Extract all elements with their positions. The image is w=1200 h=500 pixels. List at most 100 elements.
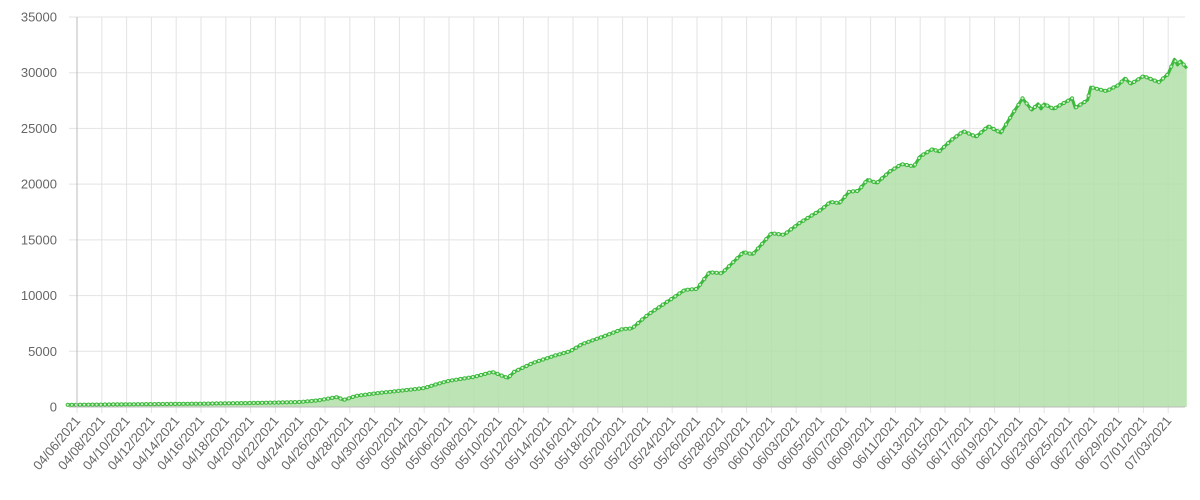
data-point [111, 402, 116, 407]
data-point [185, 401, 190, 406]
data-point [230, 401, 236, 406]
data-point [578, 343, 583, 348]
data-point [743, 250, 748, 255]
data-point [1024, 101, 1029, 106]
data-point [69, 402, 74, 407]
data-point [1028, 106, 1033, 111]
data-point [710, 270, 715, 275]
data-point [664, 299, 670, 304]
data-point [433, 382, 438, 387]
data-point [499, 373, 504, 378]
data-point [425, 385, 430, 390]
data-point [1144, 75, 1149, 80]
data-point [483, 371, 488, 376]
data-point [280, 400, 285, 405]
data-point [817, 208, 823, 213]
data-point [445, 379, 451, 384]
data-point [772, 231, 777, 236]
data-point [292, 400, 298, 405]
data-point [974, 133, 980, 138]
data-point [313, 398, 318, 403]
data-point [78, 402, 83, 407]
data-point [801, 218, 806, 223]
data-point [846, 189, 852, 194]
data-point [454, 377, 459, 382]
data-point [1107, 87, 1112, 92]
data-point [106, 402, 112, 407]
data-point [495, 371, 500, 376]
data-point [396, 388, 401, 393]
data-point [309, 398, 314, 404]
data-point [648, 310, 653, 316]
data-point [119, 402, 124, 407]
data-point [392, 389, 397, 394]
data-point [123, 402, 128, 407]
data-point [516, 367, 521, 372]
data-point [379, 390, 384, 395]
data-point [1032, 104, 1038, 110]
data-point [636, 321, 641, 326]
data-point [908, 163, 914, 168]
data-point [1086, 93, 1091, 98]
data-point [218, 401, 223, 406]
data-point [160, 401, 165, 407]
data-point [946, 141, 951, 146]
data-point [346, 396, 351, 401]
data-point [933, 148, 938, 153]
data-point [540, 357, 546, 362]
data-point [1181, 62, 1186, 67]
data-point [330, 395, 335, 400]
data-point [288, 400, 293, 405]
data-point [1049, 105, 1054, 110]
data-point [214, 401, 219, 406]
data-point [561, 351, 566, 356]
data-point [788, 227, 794, 232]
data-point [954, 134, 959, 139]
x-axis-ticks: 04/06/202104/08/202104/10/202104/12/2021… [30, 413, 1175, 472]
data-point [98, 402, 103, 407]
data-point [458, 376, 463, 382]
y-axis-ticks: 0 5000 10000 15000 20000 25000 30000 35000 [21, 10, 57, 415]
data-point [321, 397, 327, 402]
data-point [702, 277, 707, 282]
data-point [693, 286, 699, 292]
data-point [950, 137, 955, 142]
data-point [553, 353, 558, 358]
data-point [904, 162, 909, 168]
data-point [197, 401, 203, 406]
data-point [168, 401, 174, 406]
data-point [536, 358, 542, 363]
data-point [202, 401, 207, 406]
data-point [718, 271, 723, 276]
data-point [268, 400, 273, 405]
data-point [875, 180, 880, 185]
data-point [681, 288, 686, 293]
data-point [1165, 72, 1170, 77]
data-point [545, 356, 550, 361]
data-point [140, 402, 145, 407]
data-point [491, 370, 496, 375]
data-point [900, 162, 905, 167]
data-point [388, 389, 393, 394]
data-point [979, 130, 984, 135]
data-point [1065, 98, 1071, 103]
data-point [1123, 77, 1128, 82]
data-point [805, 215, 810, 221]
data-point [714, 270, 719, 275]
data-point [478, 372, 484, 378]
data-point [1053, 105, 1058, 110]
data-point [350, 394, 355, 399]
data-point [1003, 122, 1009, 127]
data-point [912, 162, 918, 167]
data-point [826, 201, 831, 206]
data-point [793, 224, 798, 229]
data-point [838, 199, 843, 204]
data-point [520, 365, 525, 370]
data-point [173, 401, 178, 406]
data-point [879, 176, 885, 181]
data-point [408, 387, 413, 392]
data-point [660, 302, 666, 307]
y-tick-label: 10000 [21, 288, 57, 303]
data-point [272, 400, 277, 405]
